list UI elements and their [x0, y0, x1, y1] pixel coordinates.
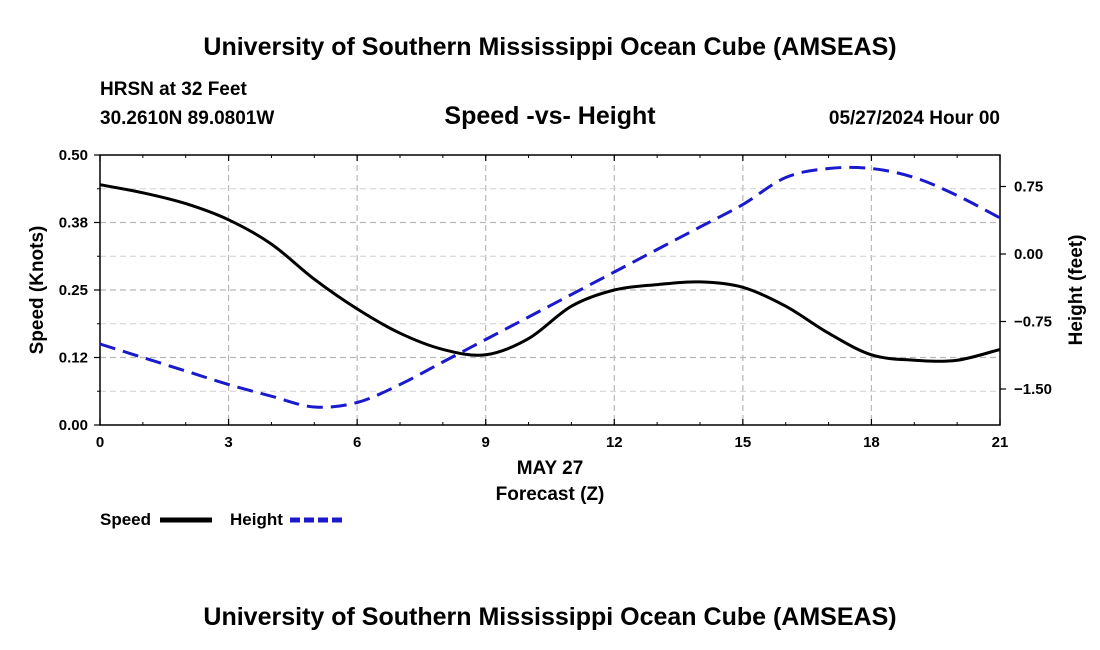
y-tick-label: 0.50 — [59, 147, 88, 164]
x-tick-label: 6 — [353, 434, 361, 451]
y-tick-label: 0.25 — [59, 282, 88, 299]
speed-series-line — [99, 183, 1001, 363]
legend-height-label: Height — [230, 510, 283, 529]
y2-tick-label: 0.75 — [1014, 179, 1043, 196]
legend: Speed Height — [100, 510, 342, 529]
y-tick-label: 0.38 — [59, 215, 88, 232]
grid-lines — [100, 155, 1000, 425]
x-tick-label: 9 — [482, 434, 490, 451]
footer-title: University of Southern Mississippi Ocean… — [203, 603, 896, 631]
x-sublabel: MAY 27 — [517, 458, 584, 479]
coordinates-label: 30.2610N 89.0801W — [100, 108, 274, 129]
x-tick-label: 3 — [224, 434, 232, 451]
y2-axis-label: Height (feet) — [1066, 235, 1087, 346]
y2-tick-label: −1.50 — [1014, 381, 1052, 398]
y2-tick-label: 0.00 — [1014, 246, 1043, 263]
x-tick-label: 18 — [863, 434, 880, 451]
x-tick-label: 15 — [735, 434, 752, 451]
x-tick-label: 0 — [96, 434, 104, 451]
height-series-line — [99, 165, 1001, 409]
axis-ticks: 0 3 6 9 12 15 18 21 0.00 0.12 0.25 0.38 0.50 −1.50 −0.… — [59, 147, 1052, 451]
x-tick-label: 21 — [992, 434, 1009, 451]
y-tick-label: 0.00 — [59, 417, 88, 434]
datetime-label: 05/27/2024 Hour 00 — [829, 108, 1000, 129]
y-axis-label: Speed (Knots) — [27, 226, 48, 355]
x-tick-label: 12 — [606, 434, 623, 451]
y2-tick-label: −0.75 — [1014, 314, 1052, 331]
series-lines — [99, 165, 1001, 409]
header-title: University of Southern Mississippi Ocean… — [203, 33, 896, 61]
legend-speed-label: Speed — [100, 510, 151, 529]
chart-title: Speed -vs- Height — [444, 102, 656, 130]
x-axis-label: Forecast (Z) — [496, 484, 605, 505]
station-label: HRSN at 32 Feet — [100, 79, 247, 100]
y-tick-label: 0.12 — [59, 350, 88, 367]
